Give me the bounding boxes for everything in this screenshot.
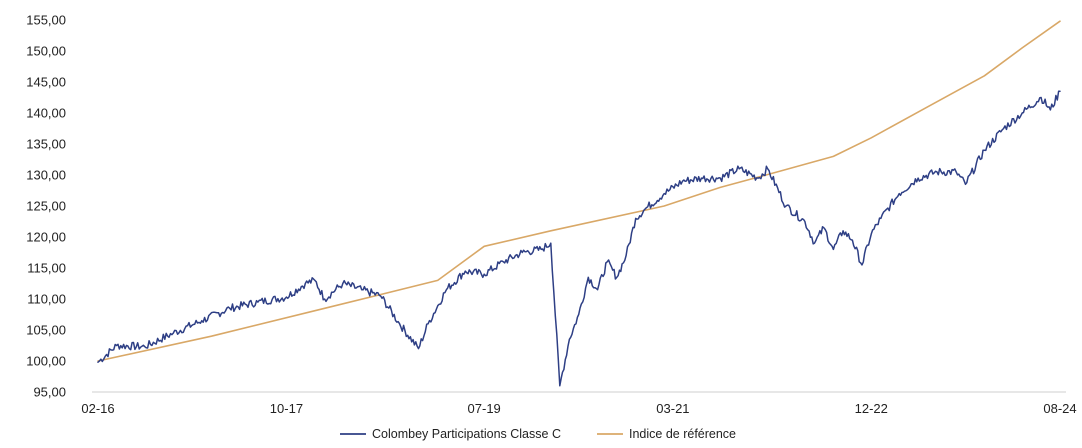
y-tick-label: 110,00	[27, 292, 66, 307]
y-tick-label: 95,00	[33, 385, 66, 400]
y-tick-label: 135,00	[26, 137, 66, 152]
y-tick-label: 145,00	[26, 75, 66, 90]
y-tick-label: 120,00	[26, 230, 66, 245]
series-layer	[97, 20, 1061, 387]
y-tick-label: 125,00	[26, 199, 66, 214]
x-tick-label: 10-17	[270, 401, 303, 416]
legend-label: Indice de référence	[629, 427, 736, 441]
series-line-fund	[97, 90, 1061, 387]
x-tick-label: 07-19	[468, 401, 501, 416]
x-tick-label: 08-24	[1043, 401, 1076, 416]
y-tick-label: 115,00	[27, 261, 66, 276]
legend: Colombey Participations Classe C Indice d…	[340, 427, 736, 441]
x-tick-label: 03-21	[656, 401, 689, 416]
y-axis: 95,00 100,00 105,00 110,00 115,00 120,00 125,0…	[26, 13, 66, 400]
y-tick-label: 105,00	[26, 323, 66, 338]
y-tick-label: 100,00	[26, 354, 66, 369]
x-axis: 02-16 10-17 07-19 03-21 12-22 08-24	[81, 391, 1077, 416]
x-tick-label: 02-16	[81, 401, 114, 416]
y-tick-label: 140,00	[26, 106, 66, 121]
x-tick-label: 12-22	[855, 401, 888, 416]
series-line-benchmark	[97, 20, 1061, 362]
y-tick-label: 150,00	[26, 44, 66, 59]
y-tick-label: 155,00	[26, 13, 66, 28]
legend-label: Colombey Participations Classe C	[372, 427, 561, 441]
y-tick-label: 130,00	[26, 168, 66, 183]
